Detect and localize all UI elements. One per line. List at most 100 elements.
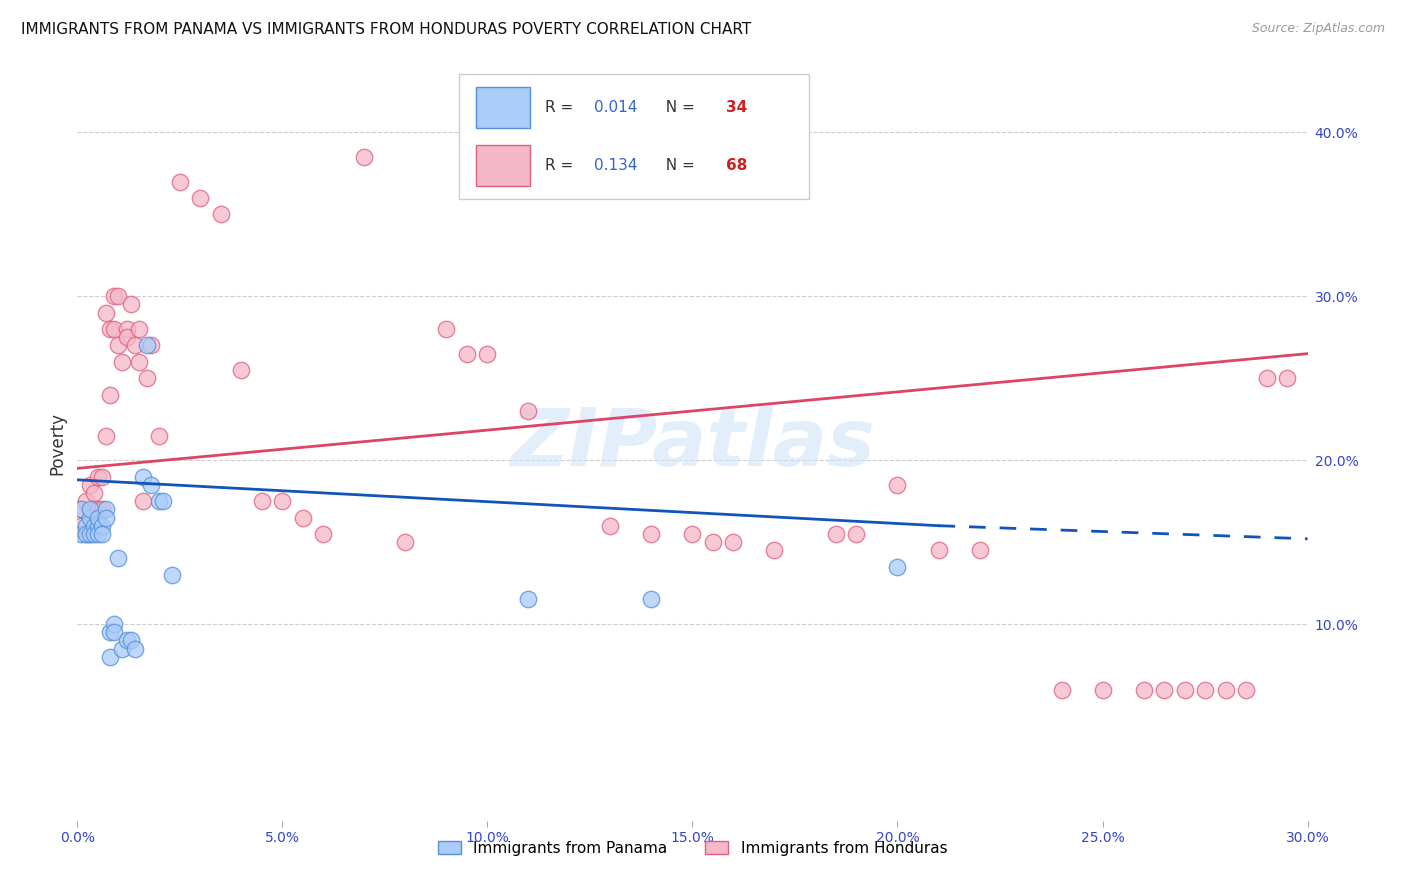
Point xyxy=(169,175,191,189)
Point xyxy=(79,527,101,541)
Point xyxy=(723,535,745,549)
Point xyxy=(517,592,540,607)
Point xyxy=(124,338,146,352)
Point xyxy=(103,322,125,336)
Point xyxy=(87,502,110,516)
Point xyxy=(87,518,110,533)
Point xyxy=(79,502,101,516)
Point xyxy=(70,527,93,541)
Point xyxy=(456,346,478,360)
Point xyxy=(141,477,163,491)
Text: IMMIGRANTS FROM PANAMA VS IMMIGRANTS FROM HONDURAS POVERTY CORRELATION CHART: IMMIGRANTS FROM PANAMA VS IMMIGRANTS FRO… xyxy=(21,22,751,37)
Point xyxy=(152,494,174,508)
Point xyxy=(79,477,101,491)
Point xyxy=(886,477,908,491)
Point xyxy=(1174,682,1197,697)
Point xyxy=(94,502,117,516)
Point xyxy=(103,625,125,640)
Point xyxy=(90,518,114,533)
Point xyxy=(1215,682,1237,697)
Point xyxy=(969,543,991,558)
Point xyxy=(83,502,105,516)
Point xyxy=(845,527,868,541)
Legend: Immigrants from Panama, Immigrants from Honduras: Immigrants from Panama, Immigrants from … xyxy=(432,835,953,862)
Point xyxy=(312,527,335,541)
Point xyxy=(132,469,155,483)
Point xyxy=(477,346,499,360)
Point xyxy=(111,355,134,369)
Point xyxy=(886,559,908,574)
Point xyxy=(90,469,114,483)
Point xyxy=(90,502,114,516)
Point xyxy=(98,387,121,401)
Text: Source: ZipAtlas.com: Source: ZipAtlas.com xyxy=(1251,22,1385,36)
Text: N =: N = xyxy=(655,100,699,115)
Point xyxy=(70,502,93,516)
Point xyxy=(107,289,129,303)
Point xyxy=(94,428,117,442)
Point xyxy=(90,527,114,541)
Point xyxy=(1256,371,1278,385)
Point xyxy=(83,486,105,500)
Point xyxy=(70,518,93,533)
Point xyxy=(75,527,97,541)
Point xyxy=(94,306,117,320)
Point xyxy=(702,535,724,549)
Point xyxy=(103,289,125,303)
Y-axis label: Poverty: Poverty xyxy=(48,412,66,475)
Point xyxy=(558,175,581,189)
Point xyxy=(124,641,146,656)
Text: 68: 68 xyxy=(725,158,747,173)
Point xyxy=(209,207,232,221)
Point xyxy=(1275,371,1298,385)
Point xyxy=(98,322,121,336)
Point xyxy=(87,469,110,483)
Point xyxy=(87,510,110,524)
Point xyxy=(141,338,163,352)
Text: 0.134: 0.134 xyxy=(595,158,637,173)
Point xyxy=(94,510,117,524)
Text: ZIPatlas: ZIPatlas xyxy=(510,405,875,483)
Point xyxy=(115,633,138,648)
Point xyxy=(75,527,97,541)
Point xyxy=(1153,682,1175,697)
Point xyxy=(79,527,101,541)
Point xyxy=(120,297,142,311)
Point xyxy=(83,527,105,541)
Point xyxy=(682,527,704,541)
Point xyxy=(928,543,950,558)
Point xyxy=(107,338,129,352)
FancyBboxPatch shape xyxy=(458,74,810,199)
Point xyxy=(75,494,97,508)
Point xyxy=(517,404,540,418)
Point xyxy=(148,428,170,442)
Point xyxy=(763,543,786,558)
Point xyxy=(825,527,848,541)
Text: R =: R = xyxy=(546,100,578,115)
Point xyxy=(188,191,212,205)
Point xyxy=(160,567,183,582)
Point xyxy=(115,330,138,344)
Point xyxy=(1091,682,1114,697)
Point xyxy=(353,150,375,164)
Point xyxy=(1194,682,1216,697)
Point xyxy=(111,641,134,656)
Point xyxy=(120,633,142,648)
Text: 0.014: 0.014 xyxy=(595,100,637,115)
Point xyxy=(148,494,170,508)
Point xyxy=(128,355,150,369)
Point xyxy=(107,551,129,566)
Point xyxy=(132,494,155,508)
Point xyxy=(1234,682,1257,697)
Point xyxy=(136,338,159,352)
Point xyxy=(115,322,138,336)
Point xyxy=(128,322,150,336)
FancyBboxPatch shape xyxy=(477,145,530,186)
Point xyxy=(87,518,110,533)
Point xyxy=(103,617,125,632)
Point xyxy=(394,535,416,549)
Point xyxy=(79,510,101,524)
Point xyxy=(231,363,253,377)
Text: N =: N = xyxy=(655,158,699,173)
Point xyxy=(640,527,662,541)
